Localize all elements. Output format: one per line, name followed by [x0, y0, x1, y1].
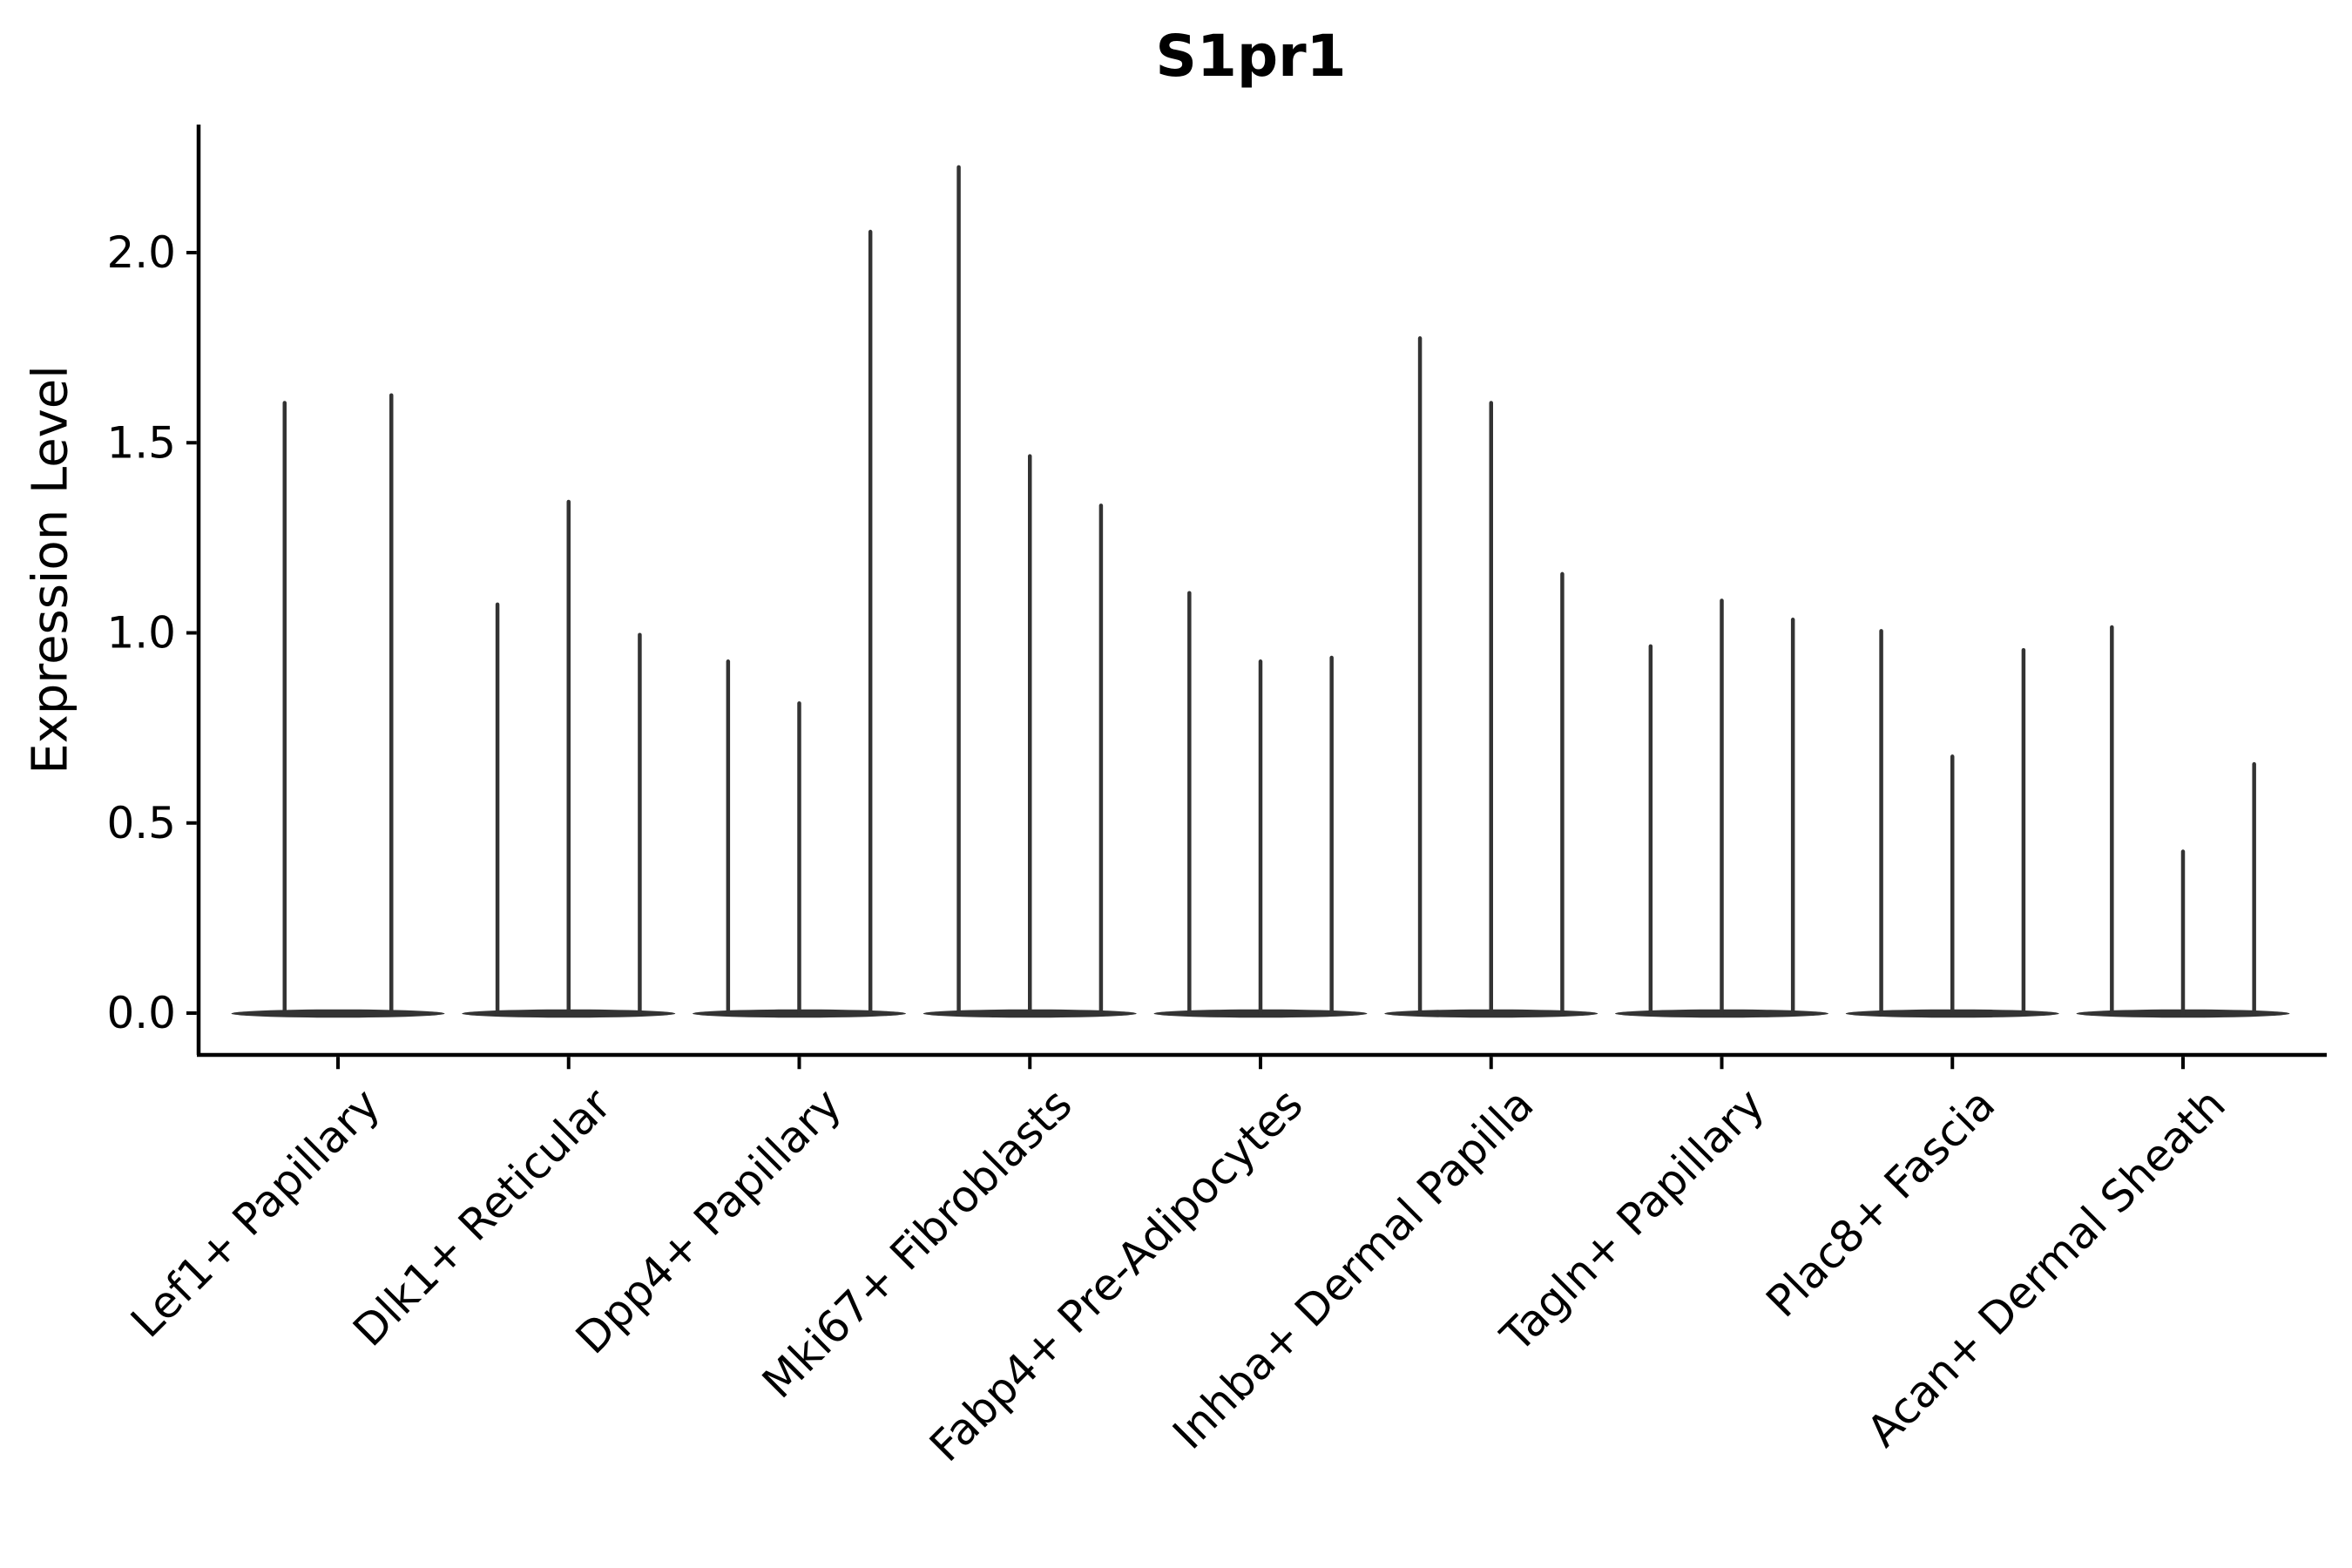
chart-title: S1pr1 [1155, 23, 1347, 90]
y-tick-label: 0.0 [106, 988, 176, 1038]
y-tick-label: 2.0 [106, 227, 176, 278]
violin-base [231, 1009, 445, 1018]
y-tick-label: 0.5 [106, 798, 176, 848]
y-tick-label: 1.0 [106, 608, 176, 659]
y-tick-label: 1.5 [106, 417, 176, 468]
